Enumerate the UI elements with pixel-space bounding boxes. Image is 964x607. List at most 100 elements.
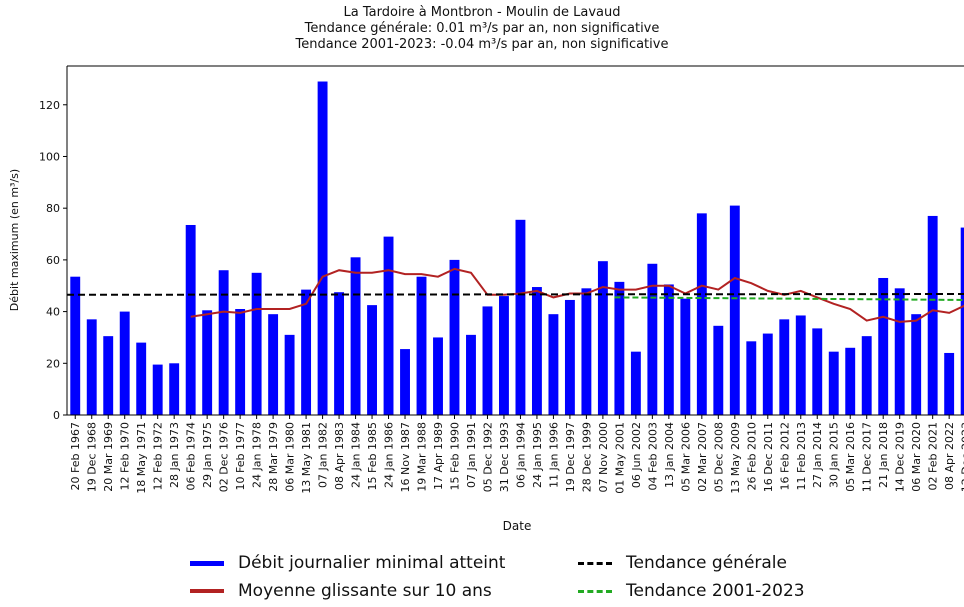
x-tick-label: 11 Dec 2017 — [861, 422, 874, 492]
x-tick-label: 21 Jan 2018 — [877, 422, 890, 488]
y-tick-label: 100 — [39, 150, 60, 163]
legend-swatch-trend-general — [578, 561, 612, 565]
bar — [581, 288, 592, 415]
bar — [383, 236, 394, 415]
chart-subtitle-general: Tendance générale: 0.01 m³/s par an, non… — [304, 21, 660, 36]
x-tick-label: 15 Feb 1990 — [449, 422, 462, 490]
bar — [367, 305, 377, 415]
x-tick-label: 28 Mar 1979 — [267, 422, 280, 492]
x-tick-label: 13 Jan 2004 — [663, 422, 676, 488]
bar — [531, 287, 542, 415]
x-tick-label: 12 Dec 2023 — [960, 422, 964, 492]
x-tick-label: 10 Feb 1977 — [234, 422, 247, 490]
x-tick-label: 11 Jan 1996 — [547, 422, 560, 488]
x-tick-label: 06 Jan 1994 — [514, 422, 527, 488]
x-tick-label: 26 Feb 2010 — [745, 422, 758, 490]
x-tick-label: 02 Mar 2007 — [696, 422, 709, 492]
x-tick-label: 06 Jun 2002 — [630, 422, 643, 488]
x-tick-label: 30 Jan 2015 — [828, 422, 841, 488]
x-tick-label: 08 Apr 2022 — [943, 422, 956, 490]
bar — [301, 289, 312, 415]
bar — [202, 310, 213, 415]
y-tick-label: 40 — [46, 306, 60, 319]
legend-swatch-bars — [190, 560, 224, 566]
bar — [845, 347, 856, 415]
bar — [317, 81, 328, 415]
bar — [564, 299, 575, 415]
bar — [251, 272, 262, 415]
bar — [400, 349, 410, 415]
bar — [647, 263, 658, 415]
bar — [152, 364, 163, 415]
x-tick-label: 16 Feb 2012 — [778, 422, 791, 490]
trend-general-line — [66, 293, 964, 296]
bar — [614, 281, 625, 415]
legend-item-moving-average: Moyenne glissante sur 10 ans — [190, 581, 492, 601]
bar — [136, 342, 147, 415]
bar — [944, 352, 955, 415]
x-tick-label: 13 May 2009 — [729, 422, 742, 494]
x-tick-label: 18 May 1971 — [135, 422, 148, 494]
y-tick-label: 0 — [53, 409, 60, 422]
bar — [729, 205, 740, 415]
legend-item-bars: Débit journalier minimal atteint — [190, 553, 505, 573]
x-tick-label: 14 Dec 2019 — [894, 422, 907, 492]
bar — [449, 259, 460, 415]
x-tick-label: 06 Mar 2020 — [910, 422, 923, 492]
bar — [746, 341, 757, 415]
x-tick-label: 19 Dec 1997 — [564, 422, 577, 492]
x-tick-label: 12 Feb 1970 — [119, 422, 132, 490]
y-tick-label: 120 — [39, 99, 60, 112]
x-tick-label: 07 Nov 2000 — [597, 422, 610, 492]
bar — [828, 351, 839, 415]
x-ticks: 20 Feb 1967 19 Dec 1968 20 Mar 1969 12 Feb … — [69, 415, 964, 494]
bar — [795, 315, 806, 415]
legend-label-moving-average: Moyenne glissante sur 10 ans — [238, 581, 492, 601]
legend-swatch-moving-average — [190, 589, 224, 593]
bar — [548, 314, 559, 415]
trend-recent-line — [614, 296, 964, 301]
bars-layer — [70, 81, 964, 415]
bar — [779, 319, 790, 415]
x-axis-label: Date — [503, 519, 532, 533]
bar — [499, 296, 509, 415]
x-tick-label: 05 Mar 2006 — [679, 422, 692, 492]
chart-title: La Tardoire à Montbron - Moulin de Lavau… — [343, 5, 621, 20]
bar — [268, 314, 279, 415]
x-tick-label: 20 Mar 1969 — [102, 422, 115, 492]
bar — [911, 314, 922, 415]
bar — [169, 363, 180, 415]
bar — [482, 306, 493, 415]
x-tick-label: 24 Jan 1986 — [383, 422, 396, 488]
bar — [86, 319, 97, 415]
x-tick-label: 05 Mar 2016 — [844, 422, 857, 492]
bar — [433, 337, 443, 415]
x-tick-label: 05 Dec 1992 — [482, 422, 495, 492]
y-tick-label: 20 — [46, 357, 60, 370]
x-tick-label: 15 Feb 1985 — [366, 422, 379, 490]
x-tick-label: 11 Feb 2013 — [795, 422, 808, 490]
x-tick-label: 29 Jan 1975 — [201, 422, 214, 488]
bar — [515, 219, 526, 415]
x-tick-label: 06 Mar 1980 — [284, 422, 297, 492]
lines-layer — [66, 267, 964, 323]
x-tick-label: 02 Dec 1976 — [218, 422, 231, 492]
bar — [597, 261, 608, 415]
x-tick-label: 07 Jan 1982 — [317, 422, 330, 488]
bar — [218, 270, 229, 415]
legend-item-trend-recent: Tendance 2001-2023 — [578, 581, 805, 601]
legend-label-trend-general: Tendance générale — [626, 553, 787, 573]
bar — [861, 336, 872, 415]
x-tick-label: 13 May 1981 — [300, 422, 313, 494]
x-tick-label: 12 Feb 1972 — [152, 422, 165, 490]
x-tick-label: 08 Apr 1983 — [333, 422, 346, 490]
y-axis-label: Débit maximum (en m³/s) — [8, 169, 21, 311]
x-tick-label: 04 Feb 2003 — [646, 422, 659, 490]
legend-item-trend-general: Tendance générale — [578, 553, 787, 573]
bar — [630, 351, 641, 415]
x-tick-label: 05 Dec 2008 — [712, 422, 725, 492]
bar — [696, 213, 707, 415]
bar — [350, 257, 361, 415]
x-tick-label: 24 Jan 1978 — [251, 422, 264, 488]
